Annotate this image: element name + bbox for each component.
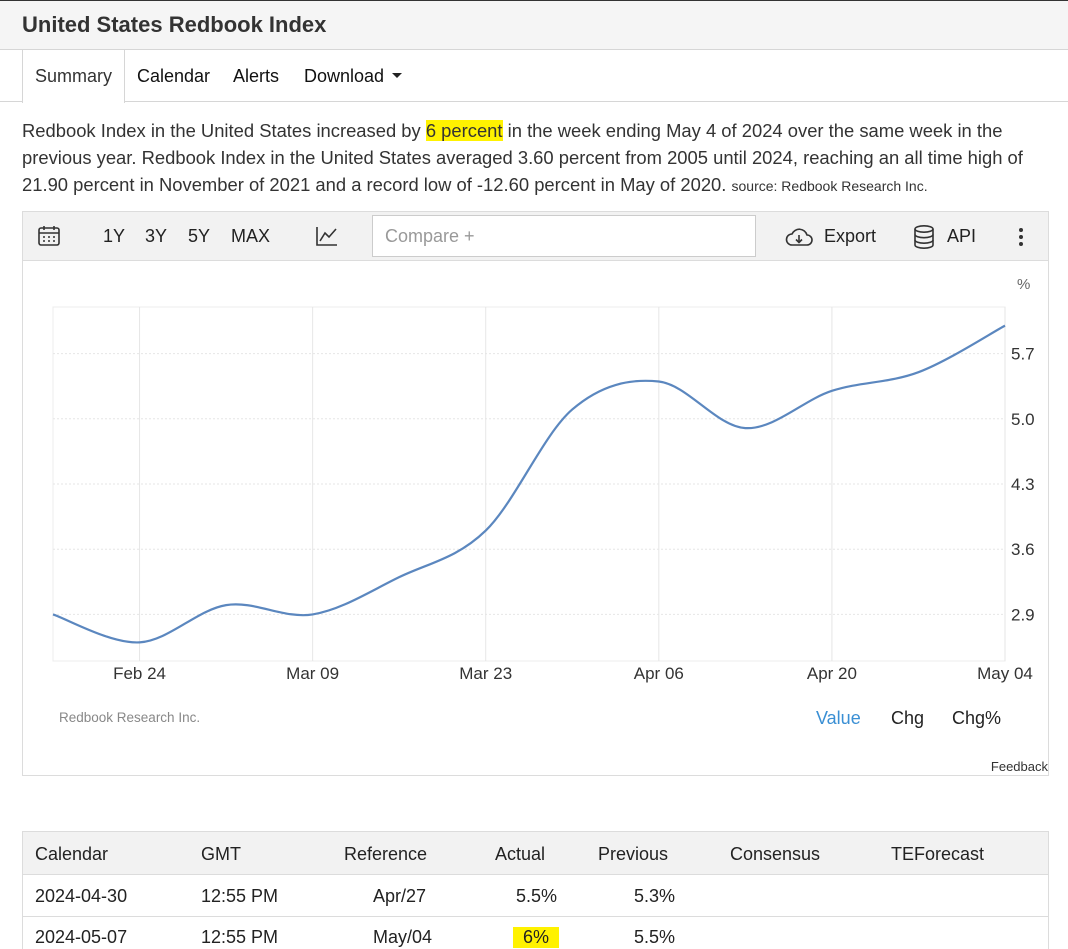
- row-date: 2024-04-30: [35, 886, 128, 906]
- table-row: 2024-04-30 12:55 PM Apr/27 5.5% 5.3%: [23, 875, 1048, 917]
- more-options-icon[interactable]: [1017, 226, 1025, 253]
- header-reference: Reference: [344, 844, 428, 864]
- x-tick-label: Feb 24: [113, 664, 166, 683]
- compare-input[interactable]: [372, 215, 756, 257]
- range-max-button[interactable]: MAX: [231, 226, 271, 246]
- calendar-table: Calendar GMT Reference Actual Previous C…: [22, 831, 1049, 949]
- range-3y-button[interactable]: 3Y: [145, 226, 168, 246]
- y-tick-label: 4.3: [1011, 475, 1035, 494]
- api-button[interactable]: API: [947, 226, 977, 246]
- summary-description: Redbook Index in the United States incre…: [22, 117, 1052, 200]
- y-tick-label: 5.7: [1011, 345, 1035, 364]
- row-reference: May/04: [373, 927, 433, 947]
- title-bar: United States Redbook Index: [0, 0, 1068, 50]
- table-header: Calendar GMT Reference Actual Previous C…: [23, 832, 1048, 875]
- chart-panel: 1Y 3Y 5Y MAX Export API 2.9 3.6 4.3 5.0 5.7%…: [22, 211, 1049, 776]
- row-reference: Apr/27: [373, 886, 427, 906]
- chart-series: [52, 324, 1006, 644]
- mode-chg-pct-button[interactable]: Chg%: [952, 708, 1002, 728]
- chart-toolbar: 1Y 3Y 5Y MAX Export API: [23, 212, 1048, 261]
- series-line: [52, 324, 1006, 644]
- page-title: United States Redbook Index: [22, 12, 327, 37]
- caret-down-icon: [392, 73, 403, 79]
- line-chart: 2.9 3.6 4.3 5.0 5.7% Feb 24 Mar 09 Mar 23 Apr 06…: [52, 276, 1035, 683]
- row-actual: 5.5%: [516, 886, 558, 906]
- header-consensus: Consensus: [730, 844, 821, 864]
- feedback-link[interactable]: Feedback: [990, 759, 1048, 774]
- header-gmt: GMT: [201, 844, 241, 864]
- y-tick-label: 2.9: [1011, 605, 1035, 624]
- header-actual: Actual: [495, 844, 546, 864]
- range-1y-button[interactable]: 1Y: [103, 226, 126, 246]
- chart-axes: 2.9 3.6 4.3 5.0 5.7% Feb 24 Mar 09 Mar 23 Apr 06…: [113, 276, 1035, 683]
- tab-download[interactable]: Download: [304, 50, 403, 102]
- tab-alerts[interactable]: Alerts: [233, 66, 280, 86]
- row-actual: 6%: [513, 927, 560, 948]
- row-date: 2024-05-07: [35, 927, 128, 947]
- description-text-1: Redbook Index in the United States incre…: [22, 120, 421, 141]
- y-unit-label: %: [1017, 276, 1030, 293]
- calendar-icon[interactable]: [37, 224, 61, 253]
- description-source: source: Redbook Research Inc.: [731, 178, 928, 194]
- tab-calendar[interactable]: Calendar: [137, 66, 211, 86]
- header-previous: Previous: [598, 844, 669, 864]
- row-previous: 5.5%: [634, 927, 676, 947]
- description-text-2: in the week ending May 4 of 2024 over th…: [22, 120, 1023, 195]
- header-calendar: Calendar: [35, 844, 109, 864]
- tab-download-label: Download: [304, 66, 385, 86]
- description-highlight: 6 percent: [425, 120, 503, 141]
- database-icon[interactable]: [913, 224, 935, 255]
- x-tick-label: May 04: [977, 664, 1033, 683]
- tab-bar: Summary Calendar Alerts Download: [0, 50, 1068, 103]
- y-tick-label: 3.6: [1011, 540, 1035, 559]
- x-tick-label: Apr 20: [807, 664, 857, 683]
- mode-value-button[interactable]: Value: [816, 708, 861, 728]
- export-button[interactable]: Export: [824, 226, 877, 246]
- tab-summary[interactable]: Summary: [22, 50, 126, 103]
- row-gmt: 12:55 PM: [201, 886, 279, 906]
- x-tick-label: Mar 23: [459, 664, 512, 683]
- line-chart-icon[interactable]: [315, 224, 339, 253]
- y-tick-label: 5.0: [1011, 410, 1035, 429]
- header-teforecast: TEForecast: [891, 844, 985, 864]
- row-gmt: 12:55 PM: [201, 927, 279, 947]
- chart-source: Redbook Research Inc.: [59, 710, 201, 725]
- row-previous: 5.3%: [634, 886, 676, 906]
- chart-grid: [52, 306, 1006, 662]
- range-5y-button[interactable]: 5Y: [188, 226, 211, 246]
- x-tick-label: Mar 09: [286, 664, 339, 683]
- table-row: 2024-05-07 12:55 PM May/04 6% 5.5%: [23, 917, 1048, 949]
- x-tick-label: Apr 06: [634, 664, 684, 683]
- cloud-download-icon[interactable]: [784, 225, 814, 254]
- mode-chg-button[interactable]: Chg: [891, 708, 925, 728]
